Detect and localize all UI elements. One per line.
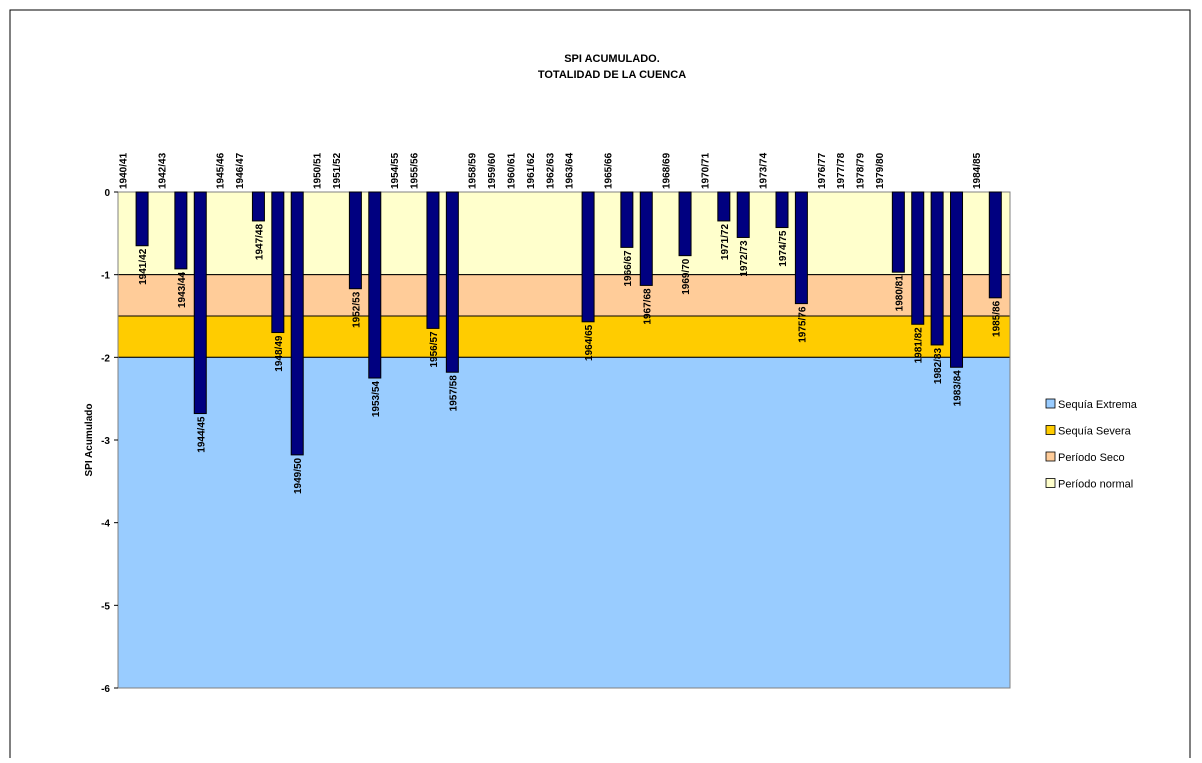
category-label: 1978/79 (856, 152, 867, 189)
bar (251, 191, 265, 222)
category-label: 1981/82 (914, 327, 925, 364)
category-label: 1961/62 (526, 152, 537, 189)
category-label: 1950/51 (313, 152, 324, 189)
bar (426, 191, 440, 329)
category-label: 1985/86 (991, 300, 1002, 337)
bar (950, 191, 964, 368)
y-tick-label: 0 (104, 188, 110, 199)
category-label: 1974/75 (778, 230, 789, 267)
category-label: 1971/72 (720, 224, 731, 261)
bar (911, 191, 925, 325)
bar (794, 191, 808, 305)
legend-label: Sequía Extrema (1058, 399, 1138, 411)
category-label: 1949/50 (293, 457, 304, 494)
category-label: 1980/81 (894, 275, 905, 312)
bar (174, 191, 188, 270)
category-label: 1941/42 (138, 248, 149, 285)
category-label: 1970/71 (700, 152, 711, 189)
category-label: 1983/84 (953, 370, 964, 407)
bar (271, 191, 285, 334)
category-label: 1979/80 (875, 152, 886, 189)
category-label: 1959/60 (487, 152, 498, 189)
y-tick-label: -2 (101, 353, 110, 364)
band-area (117, 274, 1011, 317)
category-label: 1984/85 (972, 152, 983, 189)
legend-swatch (1045, 478, 1056, 488)
legend-swatch (1045, 451, 1056, 462)
category-label: 1948/49 (274, 335, 285, 372)
category-label: 1967/68 (642, 288, 653, 325)
category-label: 1982/83 (933, 348, 944, 385)
category-label: 1964/65 (584, 324, 595, 361)
bar (193, 191, 207, 415)
bar (445, 191, 459, 373)
bar (930, 191, 944, 346)
category-label: 1965/66 (603, 152, 614, 189)
bar (775, 191, 789, 229)
legend-swatch (1045, 425, 1056, 435)
category-label: 1975/76 (797, 306, 808, 343)
bar (736, 191, 750, 238)
y-axis-label: SPI Acumulado (84, 404, 95, 477)
category-label: 1946/47 (235, 152, 246, 189)
bar (290, 191, 304, 456)
band-area (117, 315, 1011, 358)
category-label: 1954/55 (390, 152, 401, 189)
y-tick-label: -5 (101, 601, 110, 612)
legend-label: Período normal (1058, 479, 1133, 491)
category-label: 1976/77 (817, 152, 828, 189)
category-label: 1968/69 (662, 152, 673, 189)
category-label: 1966/67 (623, 250, 634, 287)
category-label: 1945/46 (216, 152, 227, 189)
bar (135, 191, 149, 247)
y-tick-label: -1 (101, 271, 110, 282)
category-label: 1952/53 (351, 291, 362, 328)
category-label: 1962/63 (545, 152, 556, 189)
band-area (117, 191, 1011, 276)
category-label: 1960/61 (507, 152, 518, 189)
category-label: 1977/78 (836, 152, 847, 189)
y-tick-label: -6 (101, 684, 110, 695)
chart-frame (9, 9, 1191, 758)
chart-title: SPI ACUMULADO. (564, 53, 660, 65)
legend-swatch (1045, 398, 1056, 409)
category-label: 1944/45 (196, 416, 207, 453)
bar (717, 191, 731, 222)
category-label: 1953/54 (371, 381, 382, 418)
bar (639, 191, 653, 286)
category-label: 1957/58 (448, 375, 459, 412)
bar (620, 191, 634, 248)
category-label: 1973/74 (759, 152, 770, 189)
category-label: 1969/70 (681, 258, 692, 295)
bar (678, 191, 692, 257)
category-label: 1972/73 (739, 240, 750, 277)
category-label: 1958/59 (468, 152, 479, 189)
y-tick-label: -3 (101, 436, 110, 447)
category-label: 1947/48 (254, 224, 265, 261)
category-label: 1963/64 (565, 152, 576, 189)
bar (988, 191, 1002, 299)
chart-subtitle: TOTALIDAD DE LA CUENCA (538, 69, 686, 81)
category-label: 1940/41 (119, 152, 130, 189)
y-tick-label: -4 (101, 519, 110, 530)
bar (581, 191, 595, 323)
bar (891, 191, 905, 273)
legend-label: Período Seco (1058, 452, 1125, 464)
band-area (117, 356, 1011, 689)
bar (368, 191, 382, 379)
category-label: 1956/57 (429, 331, 440, 368)
category-label: 1943/44 (177, 271, 188, 308)
category-label: 1942/43 (157, 152, 168, 189)
category-label: 1955/56 (410, 152, 421, 189)
bar (348, 191, 362, 290)
category-label: 1951/52 (332, 152, 343, 189)
legend-label: Sequía Severa (1058, 426, 1132, 438)
